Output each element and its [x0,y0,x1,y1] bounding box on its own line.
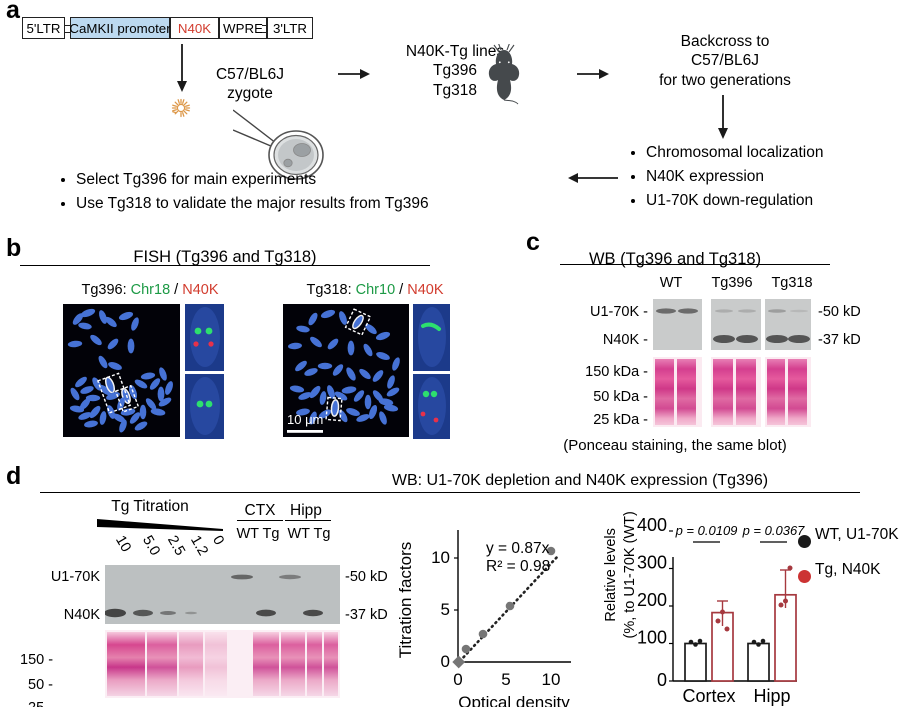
svg-text:0: 0 [441,652,450,671]
svg-text:p = 0.0367: p = 0.0367 [742,523,806,538]
svg-text:0: 0 [657,670,667,690]
svg-text:10: 10 [431,548,450,567]
svg-text:Optical density: Optical density [458,693,570,707]
svg-text:400: 400 [637,515,667,535]
svg-text:R² = 0.98: R² = 0.98 [486,558,550,575]
svg-text:100: 100 [637,628,667,648]
svg-text:200: 200 [637,590,667,610]
svg-text:0: 0 [453,670,462,689]
svg-text:10 μm: 10 μm [287,412,323,427]
svg-text:p = 0.0109: p = 0.0109 [675,523,738,538]
svg-text:Hipp: Hipp [753,686,790,706]
svg-text:5: 5 [501,670,510,689]
svg-text:Cortex: Cortex [682,686,735,706]
svg-text:5: 5 [441,600,450,619]
svg-text:y = 0.87x: y = 0.87x [486,540,550,557]
svg-text:300: 300 [637,553,667,573]
